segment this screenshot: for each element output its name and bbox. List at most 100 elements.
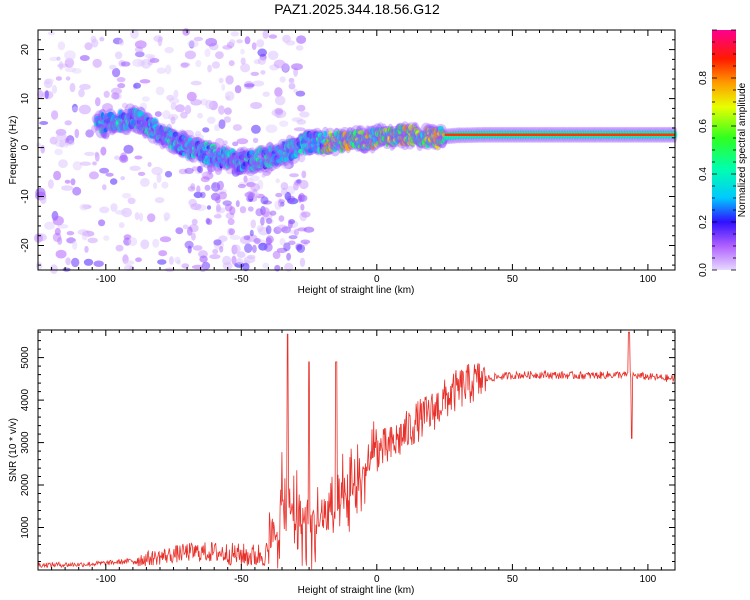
x-tick-label: 0 <box>374 574 380 585</box>
spectrogram-ridge-cell <box>249 150 255 156</box>
spectrogram-ridge-cell <box>402 125 408 132</box>
spectrogram-noise-blob <box>301 170 307 179</box>
spectrogram-noise-blob <box>91 125 97 133</box>
spectrogram-noise-blob <box>71 106 79 112</box>
spectrogram-noise-blob <box>87 237 98 244</box>
spectrogram-noise-blob <box>201 171 207 177</box>
spectrogram-noise-blob <box>275 178 281 184</box>
spectrogram-noise-blob <box>230 31 240 37</box>
spectrogram-noise-blob <box>274 264 281 272</box>
spectrogram-noise-blob <box>288 235 298 240</box>
spectrogram-noise-blob <box>57 41 66 51</box>
spectrogram-noise-blob <box>280 161 292 169</box>
spectrogram-noise-blob <box>118 39 124 46</box>
spectrogram-noise-blob <box>295 45 304 51</box>
spectrogram-ridge-cell <box>103 127 108 133</box>
spectrogram-noise-blob <box>162 110 171 120</box>
spectrogram-noise-blob <box>147 213 156 223</box>
spectrogram-noise-blob <box>44 90 49 99</box>
spectrogram-noise-blob <box>159 236 172 243</box>
spectrogram-ridge-cell <box>332 145 338 153</box>
spectrogram-noise-blob <box>57 236 63 245</box>
spectrogram-noise-blob <box>64 120 72 126</box>
spectrogram-noise-blob <box>278 198 282 208</box>
spectrogram-noise-blob <box>242 262 250 272</box>
spectrogram-noise-blob <box>175 227 184 235</box>
spectrogram-noise-blob <box>199 266 206 272</box>
spectrogram-noise-blob <box>265 217 273 224</box>
spectrogram-noise-blob <box>99 167 110 174</box>
spectrogram-noise-blob <box>284 262 294 272</box>
spectrogram-noise-blob <box>252 244 257 253</box>
spectrogram-noise-blob <box>118 222 125 229</box>
spectrogram-y-axis: -20 -10 0 10 20 <box>20 29 675 266</box>
spectrogram-noise-blob <box>229 39 236 45</box>
spectrogram-ridge-cell <box>138 111 145 119</box>
snr-series-line <box>37 331 676 570</box>
spectrogram-noise-blob <box>233 244 241 254</box>
spectrogram-noise-blob <box>186 91 197 102</box>
spectrogram-ridge-cell <box>415 130 421 138</box>
spectrogram-noise-blob <box>293 127 306 132</box>
spectrogram-noise-blob <box>204 48 211 57</box>
spectrogram-noise-blob <box>228 60 235 67</box>
spectrogram-noise-blob <box>79 161 92 166</box>
spectrogram-noise-blob <box>95 97 101 107</box>
spectrogram-ridge-cell <box>209 143 217 150</box>
spectrogram-noise-blob <box>116 77 126 83</box>
spectrogram-noise-blob <box>99 206 110 214</box>
spectrogram-noise-blob <box>81 230 88 241</box>
spectrogram-noise-blob <box>55 76 63 81</box>
colorbar-tick-label: 0.6 <box>698 119 709 133</box>
spectrogram-noise-blob <box>229 235 241 240</box>
spectrogram-noise-blob <box>94 151 99 158</box>
spectrogram-noise-blob <box>90 35 97 43</box>
spectrogram-noise-blob <box>141 58 152 69</box>
spectrogram-noise-blob <box>257 48 268 57</box>
spectrogram-noise-blob <box>180 111 188 119</box>
spectrogram-noise-blob <box>190 232 196 241</box>
spectrogram-plot-area <box>38 30 675 270</box>
spectrogram-noise-blob <box>257 57 267 65</box>
colorbar: 0.0 0.2 0.4 0.6 0.8 Normalized spectral ampl… <box>698 29 748 277</box>
spectrogram-noise-blob <box>260 196 269 205</box>
spectrogram-noise-blob <box>234 85 242 94</box>
spectrogram-noise-blob <box>157 259 167 265</box>
spectrogram-noise-blob <box>280 182 289 190</box>
spectrogram-noise-blob <box>278 215 285 222</box>
colorbar-tick-label: 0.4 <box>698 167 709 181</box>
spectrogram-noise-blob <box>296 244 306 253</box>
spectrogram-noise-blob <box>202 127 210 133</box>
spectrogram-noise-blob <box>261 173 266 178</box>
spectrogram-noise-blob <box>123 260 135 266</box>
spectrogram-noise-blob <box>227 218 235 226</box>
x-tick-label: 50 <box>507 574 519 585</box>
spectrogram-noise-blob <box>240 63 251 73</box>
spectrogram-noise-blob <box>274 107 284 115</box>
spectrogram-noise-blob <box>151 166 163 176</box>
spectrogram-noise-blob <box>93 260 104 267</box>
spectrogram-noise-blob <box>56 132 67 142</box>
spectrogram-noise-blob <box>164 46 174 54</box>
spectrogram-ridge-cell <box>317 133 324 138</box>
spectrogram-noise-blob <box>135 51 145 58</box>
spectrogram-noise-blob <box>279 76 286 83</box>
spectrogram-noise-blob <box>197 112 203 119</box>
spectrogram-noise-blob <box>52 215 64 226</box>
spectrogram-noise-blob <box>267 50 279 60</box>
spectrogram-noise-blob <box>47 31 55 36</box>
spectrogram-noise-blob <box>286 195 296 203</box>
spectrogram-noise-blob <box>138 212 144 222</box>
spectrogram-noise-blob <box>191 218 198 225</box>
spectrogram-noise-blob <box>187 39 199 48</box>
spectrogram-noise-blob <box>129 165 141 171</box>
spectrogram-noise-blob <box>140 177 150 187</box>
spectrogram-noise-blob <box>92 58 102 68</box>
spectrogram-noise-blob <box>211 61 220 69</box>
spectrogram-noise-blob <box>105 172 114 177</box>
spectrogram-noise-blob <box>218 191 227 200</box>
spectrogram-noise-blob <box>164 170 173 178</box>
y-tick-label: 10 <box>20 93 31 105</box>
spectrogram-noise-blob <box>183 129 194 138</box>
spectrogram-noise-blob <box>103 235 110 241</box>
